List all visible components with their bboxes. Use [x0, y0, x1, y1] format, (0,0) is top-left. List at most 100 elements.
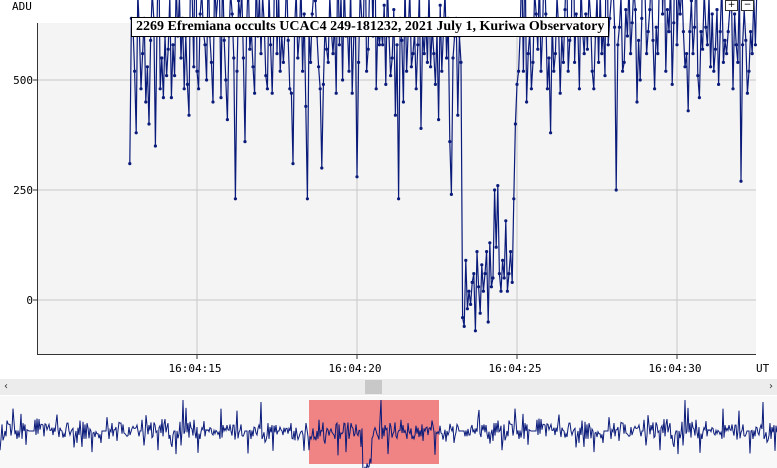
data-point: [389, 74, 393, 78]
data-point: [173, 74, 177, 78]
data-point: [574, 12, 578, 16]
data-point: [713, 47, 718, 51]
data-point: [305, 197, 309, 201]
data-point: [288, 87, 292, 91]
scroll-left-icon[interactable]: ‹: [4, 381, 8, 392]
data-point: [696, 74, 700, 78]
data-point: [691, 52, 695, 56]
data-point: [341, 78, 345, 82]
data-point: [699, 30, 703, 34]
data-point: [165, 74, 169, 78]
data-point: [561, 60, 566, 64]
data-point: [326, 60, 330, 64]
data-point: [461, 316, 465, 320]
data-point: [166, 47, 170, 51]
data-point: [478, 311, 482, 315]
data-point: [723, 38, 727, 43]
data-point: [622, 60, 626, 64]
data-point: [529, 87, 534, 91]
data-point: [253, 91, 257, 95]
data-point: [147, 122, 151, 126]
data-point: [689, 0, 693, 3]
data-point: [301, 69, 305, 73]
data-point: [501, 258, 505, 262]
data-point: [195, 69, 199, 73]
data-point: [656, 52, 660, 56]
data-point: [179, 56, 183, 60]
data-point: [390, 56, 394, 60]
data-point: [536, 47, 540, 51]
data-point: [721, 60, 726, 64]
data-point: [712, 69, 716, 73]
data-point: [409, 65, 413, 69]
data-point: [467, 289, 471, 293]
data-point: [718, 30, 722, 34]
data-point: [494, 245, 498, 249]
data-point: [624, 8, 628, 12]
y-tick-label: 0: [26, 294, 33, 307]
data-point: [480, 263, 484, 267]
data-point: [337, 43, 341, 47]
x-tick-label: 16:04:25: [489, 362, 542, 375]
data-point: [325, 47, 329, 51]
data-point: [512, 197, 516, 201]
data-point: [128, 162, 132, 166]
data-point: [590, 69, 594, 73]
data-point: [355, 175, 359, 179]
data-point: [347, 69, 351, 73]
scroll-right-icon[interactable]: ›: [769, 381, 773, 392]
data-point: [302, 12, 306, 16]
data-point: [141, 52, 145, 56]
data-point: [400, 38, 404, 43]
data-point: [241, 56, 245, 60]
scrollbar-thumb[interactable]: [365, 380, 382, 394]
data-point: [621, 69, 625, 73]
data-point: [192, 65, 196, 69]
data-point: [445, 56, 449, 60]
x-axis-label: UT: [756, 362, 770, 375]
horizontal-scrollbar[interactable]: [0, 379, 777, 395]
data-point: [405, 69, 409, 73]
data-point: [382, 3, 386, 7]
data-point: [219, 96, 223, 100]
data-point: [489, 285, 493, 289]
data-point: [304, 104, 308, 108]
x-tick-label: 16:04:20: [329, 362, 382, 375]
data-point: [171, 43, 175, 47]
x-tick-label: 16:04:30: [649, 362, 702, 375]
data-point: [525, 100, 529, 104]
data-point: [539, 69, 543, 73]
zoom-in-button[interactable]: +: [725, 0, 738, 11]
data-point: [483, 272, 487, 276]
y-axis-label: ADU: [12, 0, 32, 13]
data-point: [678, 12, 682, 16]
data-point: [475, 250, 479, 254]
data-point: [566, 69, 570, 73]
data-point: [465, 307, 469, 311]
data-point: [289, 91, 293, 95]
data-point: [158, 87, 162, 91]
data-point: [160, 56, 164, 60]
data-point: [739, 179, 743, 183]
data-point: [715, 8, 719, 12]
data-point: [149, 38, 153, 43]
data-point: [753, 43, 758, 47]
data-point: [499, 289, 503, 293]
data-point: [334, 91, 338, 95]
data-point: [683, 65, 687, 69]
data-point: [507, 272, 511, 276]
data-point: [470, 280, 474, 284]
data-point: [750, 52, 754, 56]
zoom-out-button[interactable]: −: [741, 0, 754, 11]
data-point: [237, 0, 241, 3]
data-point: [233, 197, 237, 201]
data-point: [741, 43, 745, 47]
data-point: [697, 96, 702, 100]
data-point: [451, 56, 455, 60]
data-point: [286, 38, 290, 43]
data-point: [357, 60, 361, 64]
data-point: [397, 197, 401, 201]
data-point: [464, 258, 468, 262]
data-point: [709, 65, 713, 69]
